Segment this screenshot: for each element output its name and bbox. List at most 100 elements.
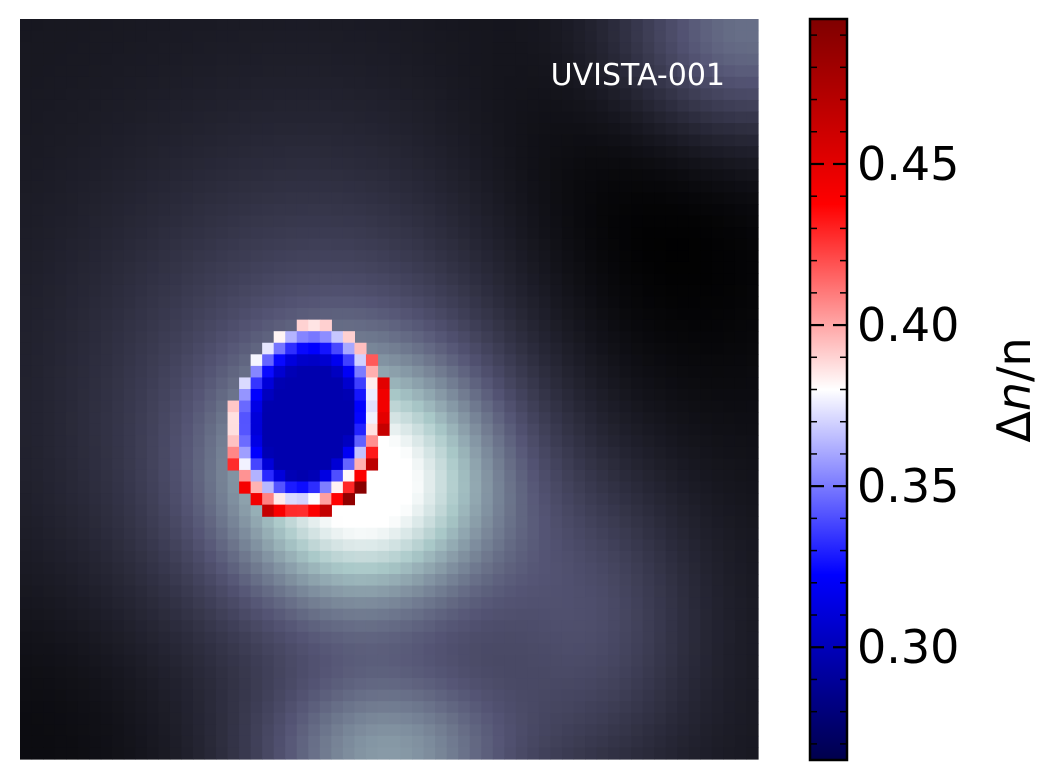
background-pixel <box>377 608 390 621</box>
background-pixel <box>492 53 505 66</box>
background-pixel <box>123 331 136 344</box>
background-pixel <box>354 19 367 32</box>
background-pixel <box>77 504 90 517</box>
background-pixel <box>89 157 102 170</box>
background-pixel <box>435 365 448 379</box>
background-pixel <box>700 435 713 448</box>
background-pixel <box>527 412 540 425</box>
background-pixel <box>181 620 194 633</box>
background-pixel <box>135 365 148 379</box>
background-pixel <box>77 712 90 725</box>
background-pixel <box>515 296 528 309</box>
map-pixel <box>354 412 367 425</box>
background-pixel <box>561 19 575 32</box>
background-pixel <box>112 180 125 194</box>
background-pixel <box>700 666 713 679</box>
background-pixel <box>665 585 678 598</box>
background-pixel <box>746 469 759 483</box>
background-pixel <box>550 701 563 714</box>
background-pixel <box>550 30 563 43</box>
background-pixel <box>435 204 448 217</box>
background-pixel <box>135 435 148 448</box>
background-pixel <box>504 157 517 170</box>
background-pixel <box>204 180 217 194</box>
background-pixel <box>677 562 690 575</box>
background-pixel <box>43 620 56 633</box>
background-pixel <box>181 76 194 89</box>
background-pixel <box>746 53 759 66</box>
background-pixel <box>723 227 736 240</box>
background-pixel <box>665 180 678 194</box>
background-pixel <box>100 643 113 656</box>
background-pixel <box>216 19 229 32</box>
background-pixel <box>700 747 713 760</box>
background-pixel <box>377 562 390 575</box>
background-pixel <box>204 735 217 749</box>
map-pixel <box>273 504 286 517</box>
background-pixel <box>688 111 701 124</box>
background-pixel <box>504 527 517 540</box>
background-pixel <box>77 493 90 506</box>
background-pixel <box>642 423 655 436</box>
background-pixel <box>158 157 171 170</box>
background-pixel <box>677 227 690 240</box>
background-pixel <box>77 701 90 714</box>
background-pixel <box>538 227 552 240</box>
background-pixel <box>77 354 90 367</box>
background-pixel <box>308 308 321 321</box>
background-pixel <box>481 643 494 656</box>
background-pixel <box>573 608 586 621</box>
background-pixel <box>43 585 56 598</box>
background-pixel <box>711 215 725 228</box>
background-pixel <box>734 712 748 725</box>
background-pixel <box>596 597 609 610</box>
background-pixel <box>654 678 667 691</box>
background-pixel <box>412 30 425 43</box>
background-pixel <box>365 88 379 101</box>
background-pixel <box>308 539 321 552</box>
background-pixel <box>677 550 690 564</box>
map-pixel <box>250 458 263 471</box>
background-pixel <box>308 747 321 760</box>
background-pixel <box>146 689 159 702</box>
background-pixel <box>123 689 136 702</box>
background-pixel <box>585 469 598 483</box>
background-pixel <box>123 238 136 251</box>
background-pixel <box>550 180 563 194</box>
map-pixel <box>262 400 275 413</box>
background-pixel <box>365 562 379 575</box>
background-pixel <box>469 157 482 170</box>
background-pixel <box>216 423 229 436</box>
background-pixel <box>285 88 298 101</box>
background-pixel <box>435 169 448 182</box>
background-pixel <box>446 169 459 182</box>
background-pixel <box>331 585 344 598</box>
background-pixel <box>515 689 528 702</box>
background-pixel <box>123 724 136 737</box>
background-pixel <box>192 180 206 194</box>
background-pixel <box>169 469 183 483</box>
background-pixel <box>481 631 494 644</box>
background-pixel <box>135 400 148 413</box>
background-pixel <box>596 643 609 656</box>
background-pixel <box>608 654 621 668</box>
background-pixel <box>285 562 298 575</box>
background-pixel <box>146 365 159 379</box>
background-pixel <box>619 504 632 517</box>
background-pixel <box>66 481 79 494</box>
background-pixel <box>631 319 644 332</box>
background-pixel <box>677 192 690 205</box>
background-pixel <box>654 123 667 136</box>
background-pixel <box>169 319 183 332</box>
background-pixel <box>481 435 494 448</box>
map-pixel <box>354 389 367 402</box>
background-pixel <box>561 227 575 240</box>
background-pixel <box>573 504 586 517</box>
background-pixel <box>365 76 379 89</box>
background-pixel <box>308 227 321 240</box>
background-pixel <box>665 597 678 610</box>
background-pixel <box>89 597 102 610</box>
background-pixel <box>734 597 748 610</box>
background-pixel <box>146 308 159 321</box>
background-pixel <box>54 53 67 66</box>
